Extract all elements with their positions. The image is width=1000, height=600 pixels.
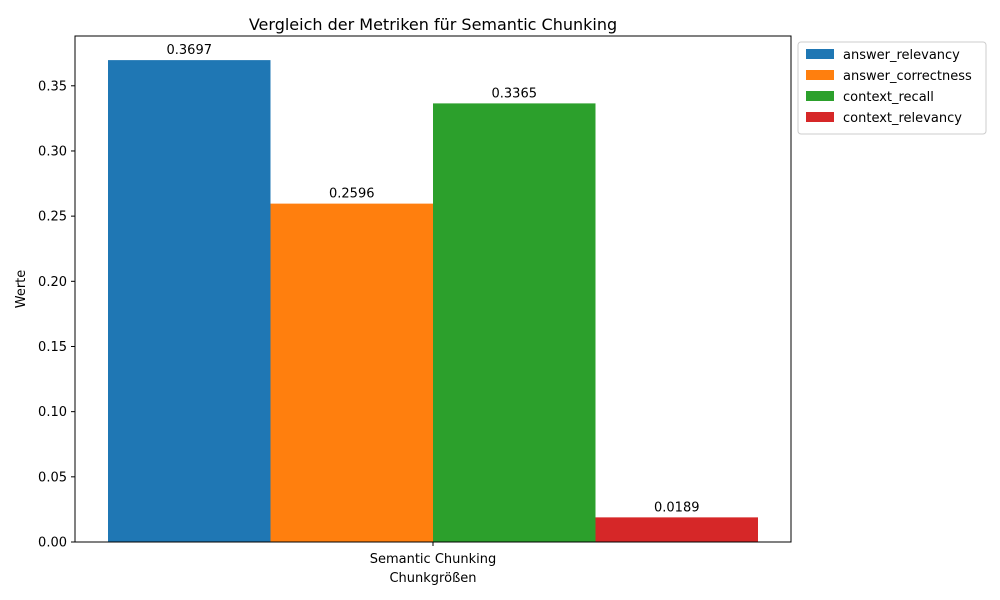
legend-label-answer-relevancy: answer_relevancy	[843, 48, 960, 63]
y-axis: 0.00 0.05 0.10 0.15 0.20 0.25 0.30 0.35	[38, 79, 75, 551]
bar-context-relevancy	[595, 517, 758, 542]
y-tick-label: 0.35	[38, 79, 67, 94]
data-label-context-recall: 0.3365	[492, 86, 538, 101]
legend-swatch-answer-correctness	[806, 70, 834, 80]
legend-swatch-answer-relevancy	[806, 49, 834, 59]
legend-label-context-recall: context_recall	[843, 90, 934, 105]
bar-answer-correctness	[270, 203, 433, 542]
bar-answer-relevancy	[108, 60, 271, 542]
x-tick-label: Semantic Chunking	[370, 552, 497, 567]
y-tick-label: 0.05	[38, 470, 67, 485]
legend: answer_relevancy answer_correctnesscontex…	[797, 41, 987, 135]
y-tick-label: 0.20	[38, 275, 67, 290]
legend-label-answer-correctness: answer_correctness	[843, 69, 972, 84]
data-labels-layer: 0.3697 0.2596 0.3365 0.0189	[167, 43, 700, 515]
x-axis-label: Chunkgrößen	[389, 571, 476, 586]
y-tick-label: 0.15	[38, 340, 67, 355]
chart-title: Vergleich der Metriken für Semantic Chun…	[249, 15, 617, 34]
y-tick-label: 0.10	[38, 405, 67, 420]
data-label-context-relevancy: 0.0189	[654, 500, 700, 515]
x-axis: Semantic Chunking	[370, 542, 497, 567]
data-label-answer-relevancy: 0.3697	[167, 43, 213, 58]
y-tick-label: 0.00	[38, 536, 67, 551]
bars-layer	[108, 60, 758, 542]
y-tick-label: 0.30	[38, 144, 67, 159]
legend-label-context-relevancy: context_relevancy	[843, 111, 962, 126]
legend-swatch-context-recall	[806, 91, 834, 101]
y-axis-label: Werte	[14, 270, 29, 309]
y-tick-label: 0.25	[38, 210, 67, 225]
data-label-answer-correctness: 0.2596	[329, 187, 375, 202]
legend-frame	[797, 41, 987, 135]
legend-swatch-context-relevancy	[806, 112, 834, 122]
bar-context-recall	[433, 103, 596, 542]
